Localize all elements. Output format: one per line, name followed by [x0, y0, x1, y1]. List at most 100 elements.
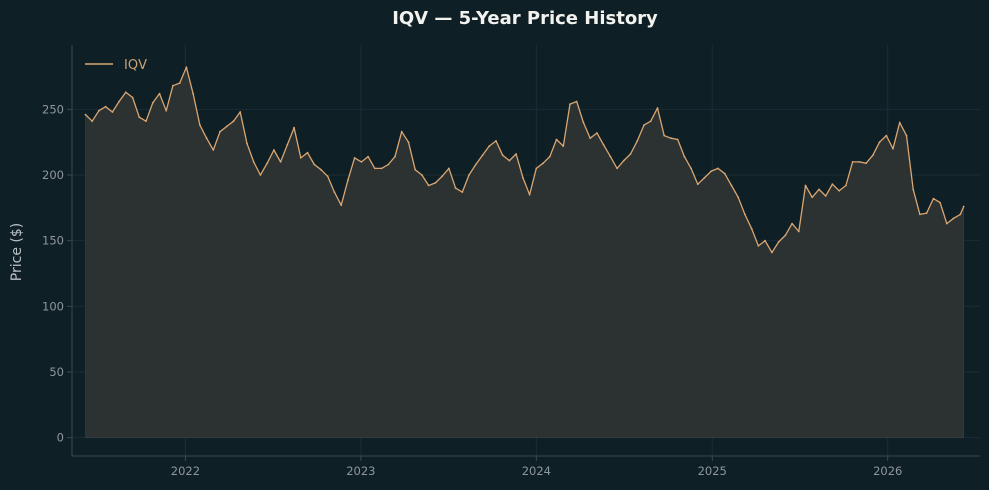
price-point: [212, 149, 215, 151]
chart-title: IQV — 5-Year Price History: [392, 8, 658, 29]
price-point: [804, 184, 807, 187]
price-point: [333, 191, 336, 194]
price-point: [744, 213, 746, 216]
price-point: [320, 168, 322, 171]
price-point: [602, 143, 605, 146]
price-point: [259, 174, 262, 176]
price-point: [838, 189, 841, 192]
price-point: [784, 234, 787, 237]
price-point: [865, 162, 867, 165]
line-layer: [84, 66, 965, 254]
price-point: [360, 161, 363, 163]
price-point: [151, 101, 154, 104]
price-point: [952, 217, 955, 220]
price-point: [535, 167, 538, 170]
price-point: [373, 167, 376, 170]
price-point: [898, 121, 901, 124]
price-point: [764, 239, 766, 242]
y-axis-label: Price ($): [9, 223, 25, 281]
x-tick-label: 2023: [346, 464, 375, 478]
price-point: [939, 201, 941, 204]
price-point: [548, 155, 551, 158]
price-point: [609, 155, 612, 158]
price-point: [845, 184, 847, 187]
price-point: [454, 187, 457, 190]
price-point: [797, 230, 800, 233]
price-point: [851, 161, 854, 163]
price-point: [676, 138, 679, 141]
price-point: [104, 105, 107, 108]
price-point: [777, 241, 780, 243]
price-point: [158, 92, 161, 95]
price-point: [750, 227, 753, 230]
price-point: [771, 251, 773, 254]
price-point: [589, 137, 592, 140]
price-point: [959, 213, 962, 216]
price-line-iqv: [85, 66, 965, 254]
price-point: [205, 137, 208, 140]
price-point: [367, 155, 369, 158]
price-point: [400, 130, 403, 133]
price-point: [313, 163, 316, 166]
price-point: [710, 170, 713, 173]
y-tick-label: 150: [42, 234, 64, 248]
price-point: [616, 167, 618, 170]
price-point: [791, 222, 793, 225]
price-point: [387, 163, 390, 166]
axis-layer: [71, 45, 980, 457]
price-point: [495, 140, 497, 142]
price-point: [636, 140, 639, 142]
price-point: [522, 176, 524, 179]
price-point: [441, 175, 443, 178]
price-point: [690, 167, 692, 170]
price-point: [596, 132, 598, 134]
price-point: [111, 111, 114, 113]
price-point: [663, 134, 666, 137]
price-point: [878, 141, 881, 144]
price-point: [818, 188, 820, 191]
price-point: [138, 116, 141, 119]
price-point: [945, 222, 948, 225]
price-point: [340, 204, 343, 207]
price-point: [515, 153, 517, 155]
price-point: [252, 161, 255, 163]
price-point: [394, 155, 396, 158]
price-point: [118, 100, 120, 103]
price-point: [569, 103, 571, 105]
price-point: [145, 120, 147, 123]
price-point: [481, 154, 484, 157]
tick-layer: 0 50 100 150 200 250 2022 2023 2024 2025 2026: [42, 102, 902, 478]
price-point: [192, 92, 195, 95]
price-point: [306, 151, 309, 154]
price-point: [273, 149, 275, 151]
y-tick-label: 200: [42, 168, 64, 182]
price-point: [905, 134, 908, 137]
legend: IQV: [85, 58, 147, 73]
price-point: [299, 157, 302, 159]
legend-label-iqv: IQV: [124, 58, 147, 73]
price-point: [293, 126, 295, 129]
price-point: [919, 213, 921, 216]
price-point: [427, 184, 430, 187]
price-point: [670, 137, 672, 140]
price-point: [824, 195, 827, 197]
price-point: [925, 212, 928, 215]
price-point: [643, 124, 645, 126]
price-point: [131, 96, 134, 99]
price-point: [407, 141, 410, 144]
price-point: [474, 163, 477, 166]
y-tick-label: 50: [49, 365, 64, 379]
price-point: [811, 196, 814, 199]
x-tick-label: 2025: [698, 464, 727, 478]
price-point: [232, 120, 235, 123]
price-point: [185, 66, 188, 69]
price-point: [448, 167, 450, 170]
price-point: [219, 130, 221, 133]
price-point: [380, 167, 383, 170]
price-point: [542, 162, 544, 165]
price-point: [266, 162, 269, 165]
price-point: [562, 145, 565, 148]
x-tick-label: 2024: [522, 464, 551, 478]
